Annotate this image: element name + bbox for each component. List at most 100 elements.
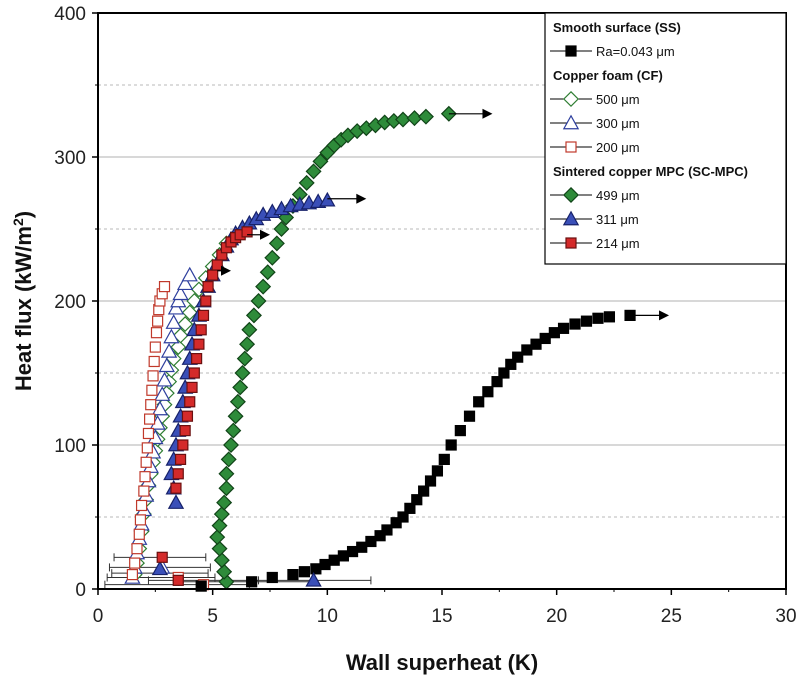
legend-entry: 500 μm — [550, 91, 640, 107]
data-point — [176, 275, 194, 291]
legend-heading: Smooth surface (SS) — [553, 20, 681, 35]
data-point — [172, 468, 184, 480]
grid-lines — [98, 84, 786, 518]
data-point — [381, 524, 393, 536]
data-point — [234, 365, 251, 381]
data-point — [177, 316, 194, 333]
data-point — [165, 314, 182, 329]
legend-entry: Ra=0.043 μm — [550, 44, 675, 59]
series-0 — [195, 309, 636, 592]
data-point — [482, 386, 494, 398]
data-point — [170, 339, 187, 356]
legend-label: 311 μm — [596, 212, 639, 227]
data-point — [181, 410, 194, 422]
data-point — [156, 371, 173, 387]
data-point — [167, 494, 185, 509]
y-axis-title: Heat flux (kW/m2) — [10, 211, 36, 391]
x-tick-label: 0 — [93, 606, 104, 627]
data-point — [328, 554, 340, 566]
data-point — [158, 357, 175, 373]
data-point — [174, 453, 187, 465]
data-point — [135, 499, 148, 512]
data-point — [505, 358, 517, 370]
data-point — [158, 281, 171, 293]
arrow-head — [356, 193, 367, 204]
data-point — [245, 307, 262, 324]
data-point — [229, 393, 246, 410]
data-point — [365, 535, 377, 548]
legend: Smooth surface (SS) Ra=0.043 μm Copper foa… — [544, 12, 787, 265]
data-point — [530, 338, 542, 350]
data-point — [151, 560, 169, 576]
legend-label: 200 μm — [596, 140, 640, 155]
data-point — [211, 259, 223, 271]
data-point — [411, 494, 423, 506]
data-point — [186, 381, 198, 393]
data-point — [241, 321, 258, 338]
legend-box — [544, 12, 787, 265]
data-point — [346, 545, 359, 558]
data-point — [592, 312, 604, 324]
data-point — [170, 292, 187, 308]
data-point — [181, 266, 198, 282]
continuation-arrows — [217, 108, 670, 321]
data-point — [454, 425, 466, 437]
data-point — [404, 502, 416, 514]
data-point — [177, 439, 189, 451]
data-point — [195, 580, 207, 592]
data-point — [250, 293, 267, 309]
legend-label: 500 μm — [596, 92, 640, 107]
data-point — [156, 551, 168, 563]
data-point — [225, 422, 242, 439]
x-tick-label: 25 — [661, 606, 682, 627]
data-point — [580, 315, 593, 327]
data-point — [188, 367, 200, 379]
data-point — [150, 327, 163, 339]
data-point — [418, 485, 430, 497]
data-point — [193, 338, 205, 350]
data-point — [246, 576, 258, 588]
data-point — [239, 336, 256, 353]
data-point — [473, 396, 485, 408]
legend-heading: Sintered copper MPC (SC-MPC) — [553, 164, 748, 179]
legend-marker — [565, 237, 577, 249]
data-point — [390, 517, 402, 529]
y-tick-label: 300 — [54, 148, 86, 169]
data-point — [181, 304, 198, 321]
data-point — [319, 558, 331, 571]
legend-marker — [563, 91, 579, 107]
data-point — [424, 475, 437, 487]
x-tick-label: 5 — [207, 606, 218, 627]
arrow-head — [482, 108, 493, 119]
legend-label: Ra=0.043 μm — [596, 44, 675, 59]
data-point — [218, 480, 235, 497]
data-point — [172, 327, 189, 344]
y-tick-label: 400 — [54, 4, 86, 25]
data-point — [298, 566, 310, 578]
arrow — [217, 265, 232, 276]
data-point — [209, 529, 226, 546]
data-point — [142, 427, 155, 440]
data-point — [227, 408, 244, 425]
data-point — [126, 568, 139, 581]
x-axis-title: Wall superheat (K) — [346, 650, 538, 675]
data-point — [557, 322, 570, 334]
data-point — [521, 344, 533, 356]
series-4 — [209, 105, 457, 590]
data-point — [417, 108, 434, 125]
legend-entry: 200 μm — [550, 140, 640, 155]
data-point — [241, 226, 253, 238]
data-point — [144, 413, 156, 425]
legend-label: 300 μm — [596, 116, 640, 131]
data-point — [163, 328, 180, 344]
data-point — [146, 384, 158, 396]
x-tick-label: 10 — [317, 606, 338, 627]
data-point — [211, 517, 228, 534]
data-point — [374, 530, 386, 542]
data-point — [287, 568, 299, 581]
data-point — [548, 327, 560, 339]
legend-label: 499 μm — [596, 188, 640, 203]
arrow-head — [221, 265, 232, 276]
data-point — [273, 221, 290, 237]
data-point — [186, 293, 203, 309]
